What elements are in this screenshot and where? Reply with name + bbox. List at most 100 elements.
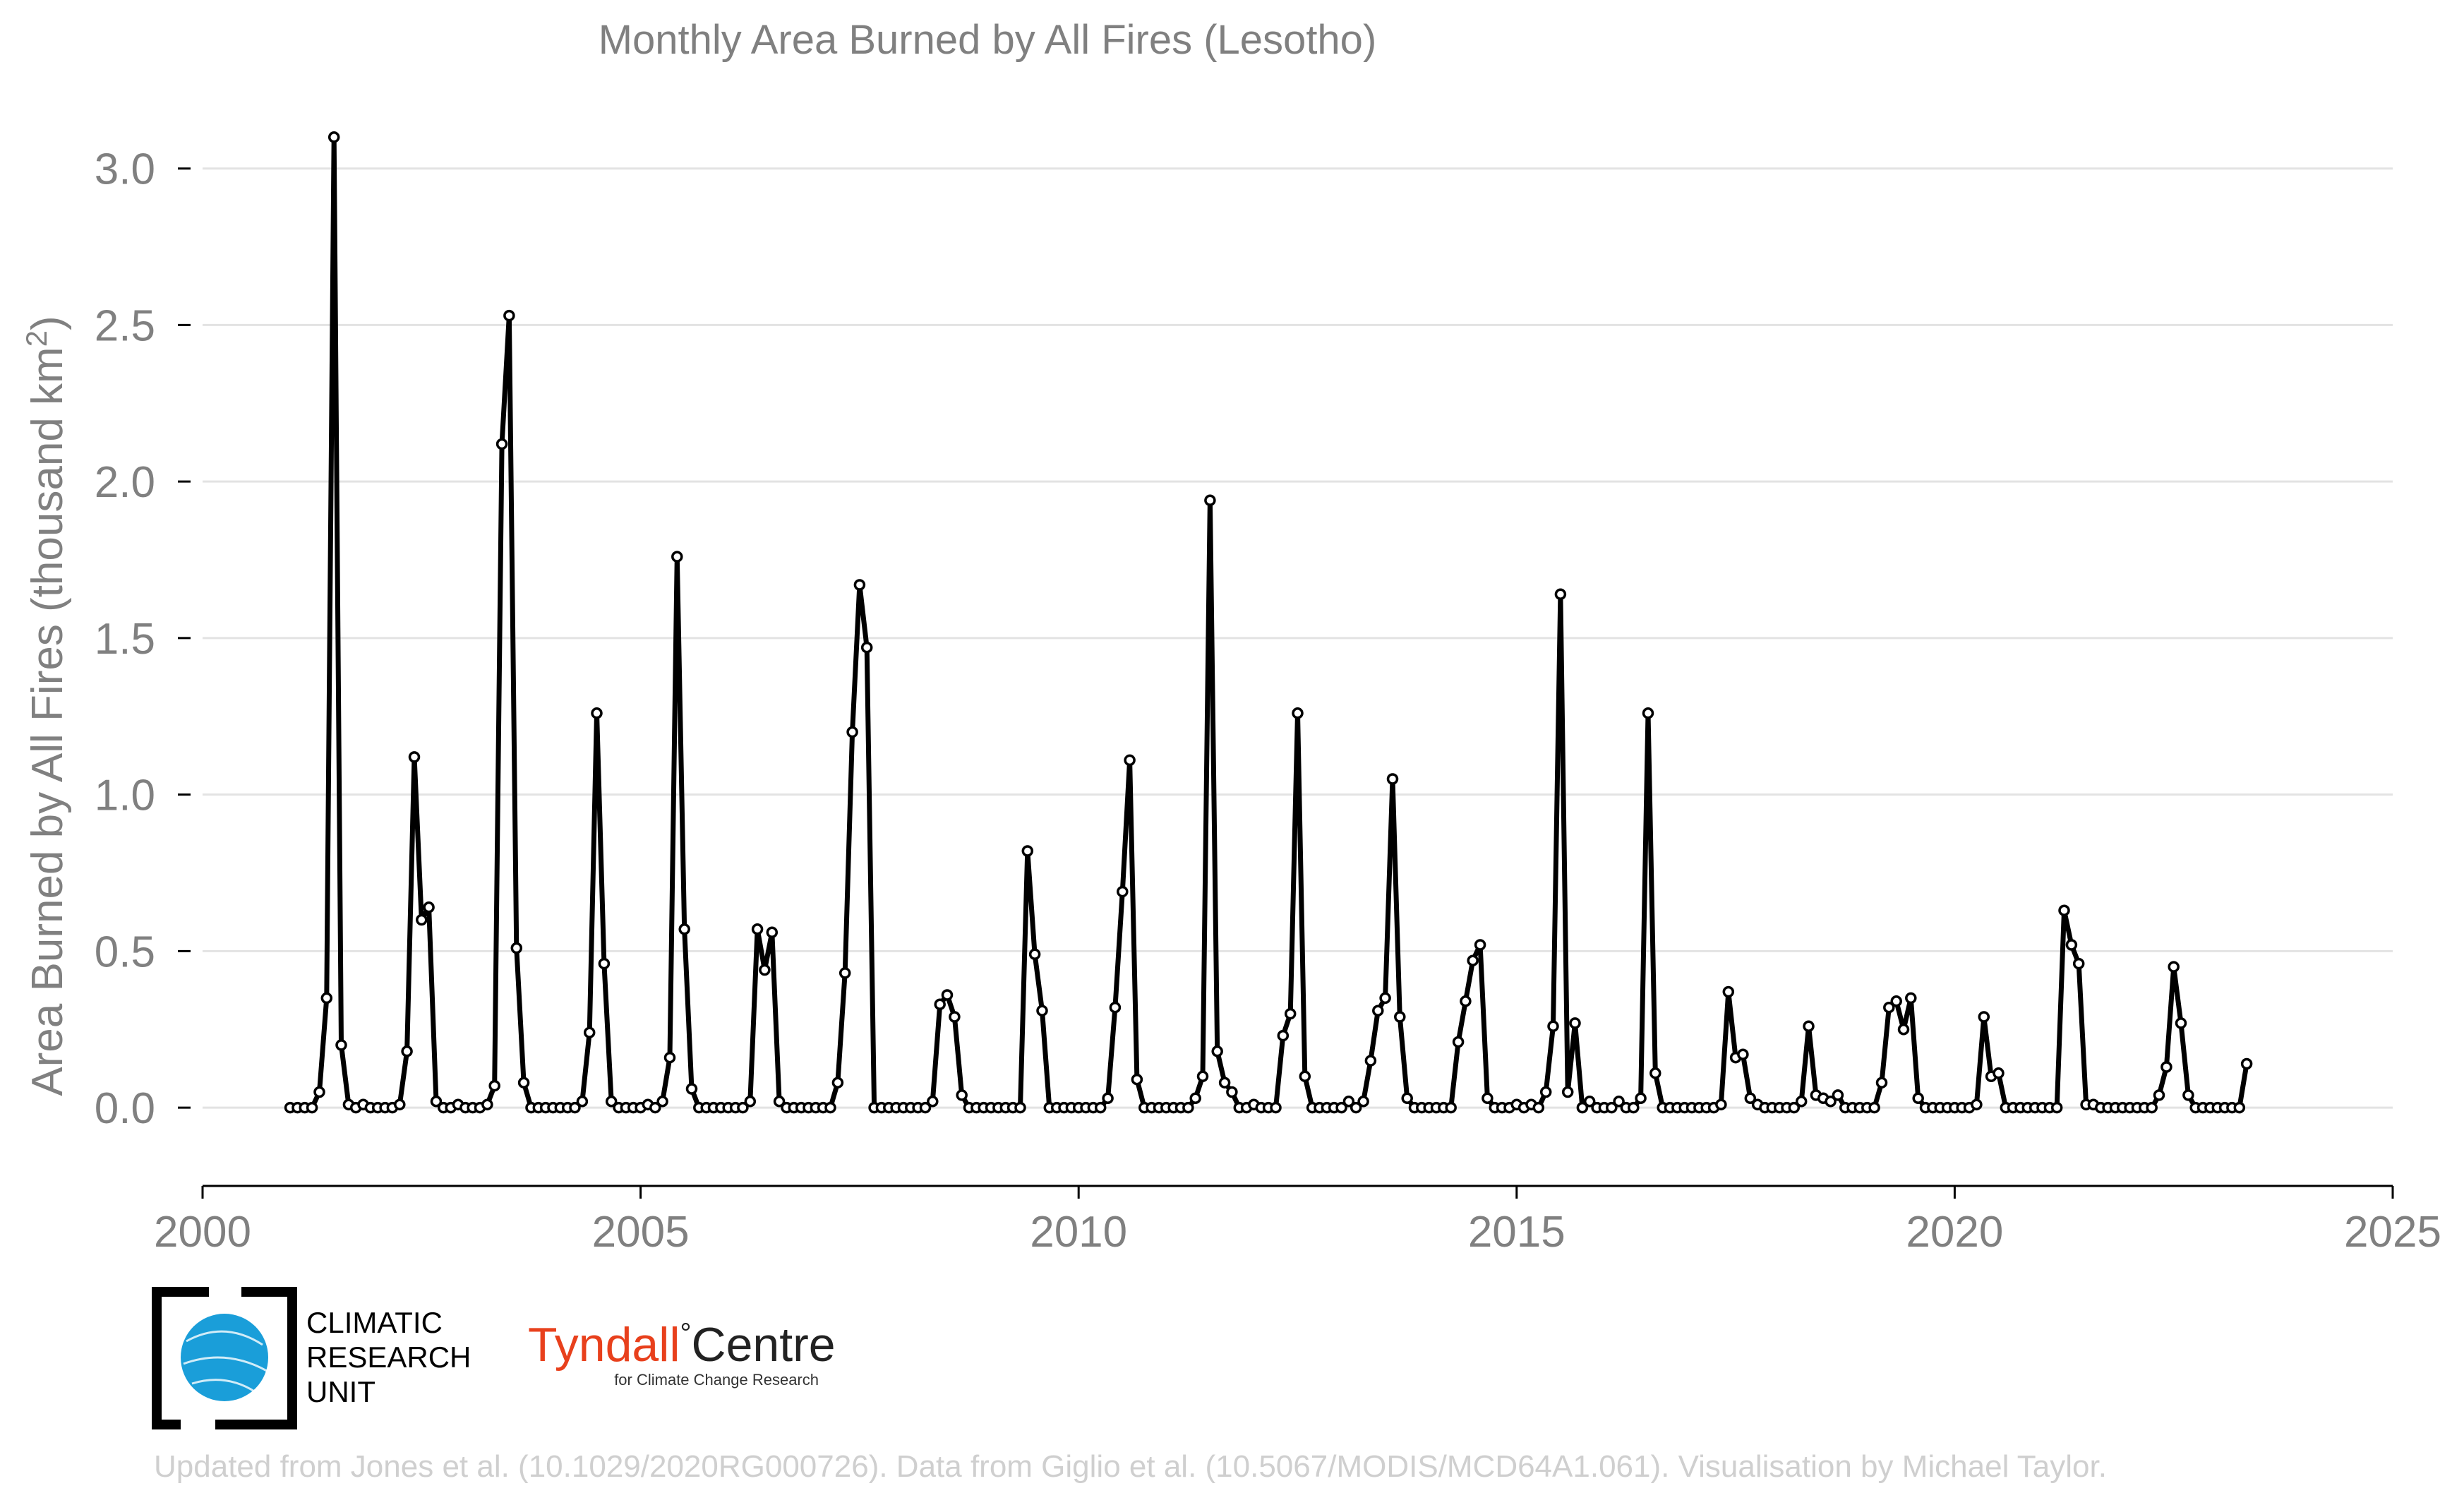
data-point: [678, 923, 690, 935]
data-point: [1971, 1098, 1983, 1110]
y-tick-label: 1.5: [95, 615, 155, 664]
data-point: [1642, 707, 1654, 719]
data-points: [284, 131, 2253, 1114]
data-point: [605, 1096, 618, 1108]
data-point: [1131, 1073, 1143, 1086]
data-point: [313, 1086, 325, 1098]
cru-logo-line-3: UNIT: [306, 1375, 375, 1408]
cru-logo-bracket-left: [152, 1287, 209, 1429]
y-tick-label: 1.0: [95, 772, 155, 820]
data-point: [649, 1101, 661, 1114]
data-point: [956, 1089, 968, 1101]
data-point: [1218, 1077, 1231, 1089]
data-point: [1350, 1101, 1362, 1114]
data-point: [576, 1096, 589, 1108]
data-point: [2065, 939, 2078, 951]
data-point: [1102, 1092, 1114, 1105]
y-tick-label: 2.0: [95, 458, 155, 507]
y-tick-label: 2.5: [95, 301, 155, 350]
data-point: [598, 957, 611, 970]
data-point: [1482, 1092, 1494, 1105]
data-point: [1905, 992, 1917, 1005]
data-point: [663, 1051, 676, 1064]
data-point: [831, 1077, 844, 1089]
data-point: [2233, 1101, 2246, 1114]
data-point: [671, 551, 683, 563]
x-tick-label: 2010: [1030, 1208, 1127, 1257]
data-point: [2058, 904, 2070, 916]
data-point: [1467, 954, 1479, 966]
data-point: [320, 992, 333, 1005]
x-tick-label: 2015: [1468, 1208, 1565, 1257]
data-point: [1394, 1011, 1406, 1023]
data-point: [1744, 1092, 1757, 1105]
cru-logo-line-2: RESEARCH: [306, 1341, 471, 1374]
data-point: [1737, 1048, 1749, 1060]
data-point: [1561, 1086, 1574, 1098]
data-point: [2160, 1061, 2172, 1073]
data-point: [1342, 1096, 1355, 1108]
data-point: [1109, 1001, 1122, 1014]
data-point: [1386, 773, 1399, 785]
data-point: [2072, 957, 2085, 970]
data-point: [1868, 1101, 1880, 1114]
data-point: [510, 942, 523, 954]
data-point: [591, 707, 603, 719]
data-point: [1196, 1070, 1209, 1083]
x-tick-label: 2005: [592, 1208, 690, 1257]
data-point: [839, 967, 851, 979]
data-point: [1803, 1020, 1815, 1033]
data-point: [1875, 1077, 1888, 1089]
y-tick-label: 0.5: [95, 928, 155, 976]
data-point: [1117, 885, 1129, 898]
data-point: [2240, 1057, 2253, 1070]
data-point: [2175, 1017, 2187, 1029]
data-point: [1401, 1092, 1413, 1105]
x-tick-label: 2020: [1906, 1208, 2003, 1257]
y-axis-label: Area Burned by All Fires (thousand km2): [20, 316, 72, 1096]
data-point: [2146, 1101, 2158, 1114]
data-point: [306, 1101, 318, 1114]
cru-logo: CLIMATIC RESEARCH UNIT: [152, 1287, 471, 1429]
data-point: [1897, 1024, 1910, 1036]
data-point: [1211, 1045, 1223, 1057]
data-point: [408, 751, 421, 763]
chart-title: Monthly Area Burned by All Fires (Lesoth…: [599, 17, 1377, 63]
y-tick-label: 3.0: [95, 145, 155, 194]
cru-logo-line-1: CLIMATIC: [306, 1306, 443, 1339]
data-point: [1912, 1092, 1924, 1105]
cru-logo-bracket-right: [215, 1287, 297, 1429]
data-point: [1021, 845, 1034, 857]
data-point: [1554, 588, 1567, 601]
data-point: [2050, 1101, 2063, 1114]
data-point: [1372, 1005, 1384, 1017]
data-point: [1364, 1055, 1377, 1067]
data-point: [744, 1096, 757, 1108]
data-point: [1649, 1067, 1661, 1079]
data-point: [1715, 1098, 1727, 1110]
data-point: [1890, 995, 1902, 1007]
data-point: [1460, 995, 1472, 1007]
data-point: [737, 1101, 749, 1114]
data-point: [423, 901, 435, 913]
data-point: [1978, 1011, 1990, 1023]
data-point: [919, 1101, 932, 1114]
data-point: [1628, 1101, 1640, 1114]
data-point: [503, 309, 515, 322]
data-point: [1014, 1101, 1026, 1114]
data-point: [1445, 1101, 1457, 1114]
data-point: [1094, 1101, 1107, 1114]
data-point: [1532, 1101, 1545, 1114]
x-axis: 2000 2005 2010 2015 2020 2025: [154, 1185, 2441, 1257]
data-point: [1606, 1101, 1618, 1114]
data-point: [1825, 1096, 1837, 1108]
data-point: [759, 964, 771, 976]
data-point: [1284, 1007, 1297, 1020]
data-point: [327, 131, 340, 143]
y-tick-label: 0.0: [95, 1084, 155, 1133]
data-point: [1474, 939, 1486, 951]
data-point: [430, 1096, 443, 1108]
data-point: [1299, 1070, 1311, 1083]
x-tick-label: 2025: [2344, 1208, 2441, 1257]
